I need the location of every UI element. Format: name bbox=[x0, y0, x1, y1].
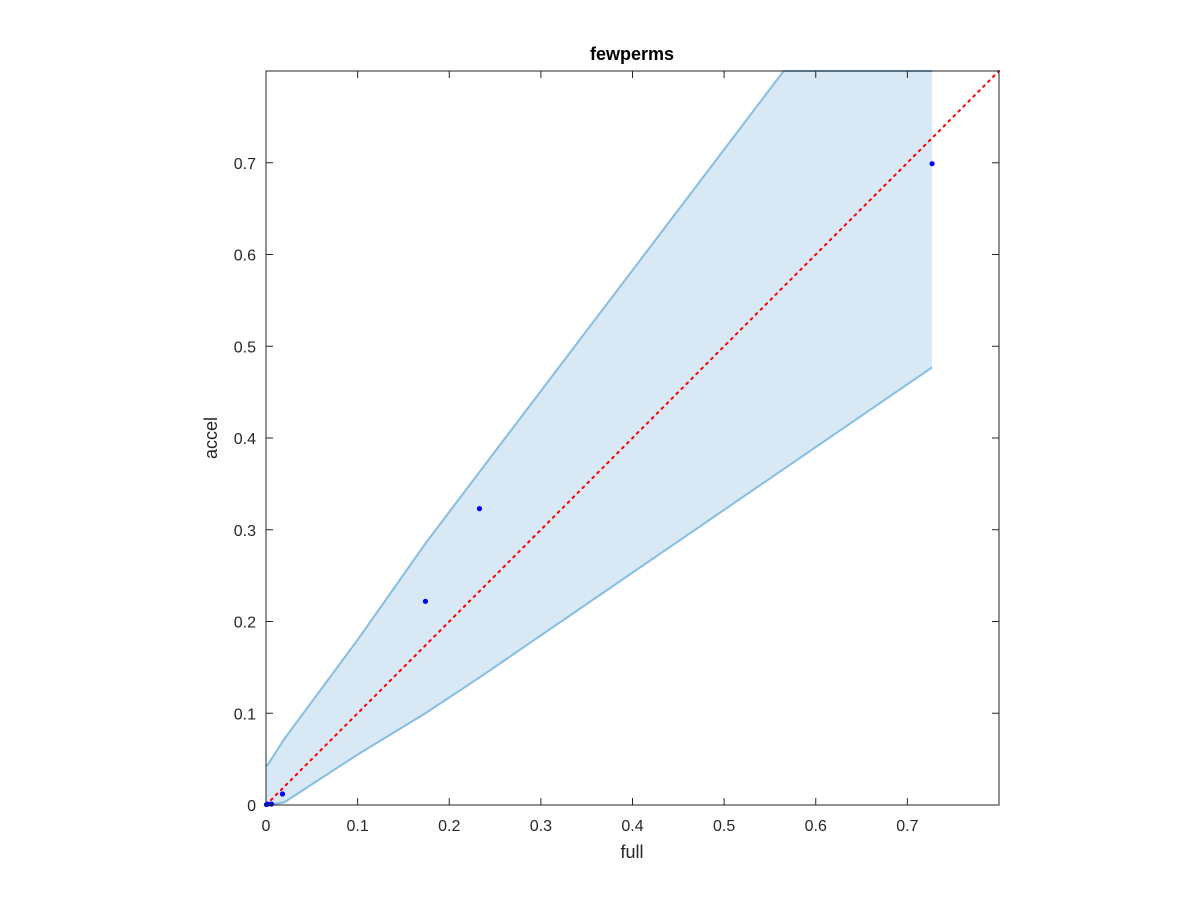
x-axis-label: full bbox=[620, 842, 643, 862]
x-axis-ticks: 0 0.1 0.2 0.3 0.4 0.5 0.6 0.7 bbox=[262, 71, 919, 835]
x-tick-label: 0.6 bbox=[805, 818, 827, 835]
x-tick-label: 0 bbox=[262, 818, 271, 835]
x-tick-label: 0.5 bbox=[713, 818, 735, 835]
reference-line bbox=[265, 70, 1000, 806]
y-tick-label: 0.2 bbox=[234, 615, 256, 632]
band-fill bbox=[266, 71, 933, 805]
y-tick-label: 0.4 bbox=[234, 431, 256, 448]
reference-line-layer bbox=[265, 70, 1000, 806]
x-tick-label: 0.4 bbox=[621, 818, 643, 835]
chart-title: fewperms bbox=[590, 44, 674, 64]
data-point bbox=[268, 801, 275, 807]
y-axis-label: accel bbox=[201, 417, 221, 459]
x-tick-label: 0.3 bbox=[530, 818, 552, 835]
data-point bbox=[929, 161, 935, 167]
y-tick-label: 0 bbox=[247, 798, 256, 815]
y-tick-label: 0.5 bbox=[234, 339, 256, 356]
y-tick-label: 0.7 bbox=[234, 156, 256, 173]
x-tick-label: 0.7 bbox=[896, 818, 918, 835]
data-point bbox=[279, 791, 286, 797]
y-tick-label: 0.3 bbox=[234, 523, 256, 540]
band-upper-edge bbox=[265, 70, 933, 768]
data-point bbox=[476, 506, 483, 512]
data-point bbox=[422, 598, 429, 604]
y-tick-label: 0.6 bbox=[234, 248, 256, 265]
x-tick-label: 0.1 bbox=[347, 818, 369, 835]
x-tick-label: 0.2 bbox=[438, 818, 460, 835]
y-axis-ticks: 0 0.1 0.2 0.3 0.4 0.5 0.6 0.7 bbox=[234, 156, 999, 815]
y-tick-label: 0.1 bbox=[234, 706, 256, 723]
